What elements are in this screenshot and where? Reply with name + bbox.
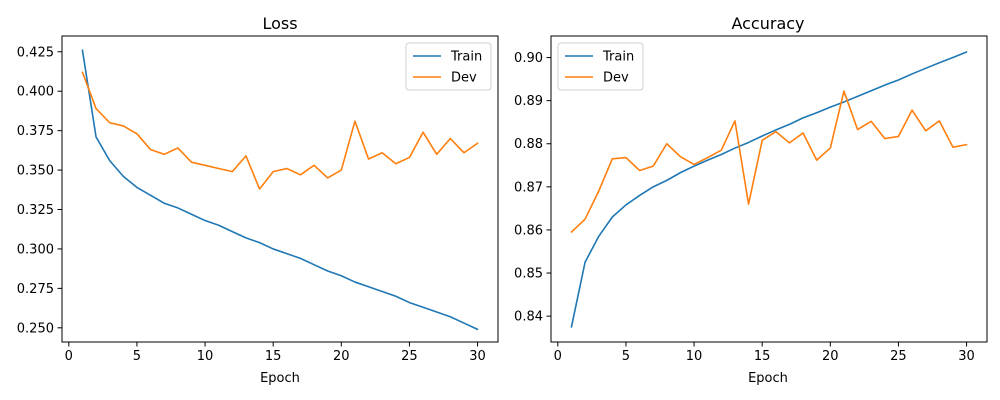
accuracy-chart: Accuracy 0 5 10 15 20 25 30 0.840.850.860.870.… bbox=[514, 14, 988, 386]
accuracy-y-tick: 0.84 bbox=[514, 310, 551, 325]
loss-x-tick-label: 5 bbox=[133, 349, 141, 364]
loss-x-tick-label: 10 bbox=[197, 349, 214, 364]
accuracy-x-tick-label: 0 bbox=[554, 349, 562, 364]
accuracy-y-tick-label: 0.84 bbox=[514, 310, 543, 325]
loss-x-tick-label: 20 bbox=[333, 349, 350, 364]
accuracy-y-ticks: 0.84 0.85 0.86 0.87 0.88 0.89 0.90 bbox=[514, 51, 551, 325]
loss-chart-title: Loss bbox=[262, 14, 297, 33]
loss-series bbox=[81, 49, 479, 331]
accuracy-y-tick: 0.88 bbox=[514, 137, 551, 152]
accuracy-x-tick: 25 bbox=[890, 342, 907, 364]
loss-legend-box bbox=[405, 42, 492, 91]
accuracy-x-tick: 5 bbox=[622, 342, 630, 364]
accuracy-x-tick-label: 25 bbox=[890, 349, 907, 364]
loss-y-ticks: 0.250 0.275 0.300 0.325 0.350 0.375 0.400 0.425 bbox=[17, 45, 62, 336]
accuracy-legend: Train Dev bbox=[557, 42, 644, 91]
accuracy-x-tick: 15 bbox=[754, 342, 771, 364]
loss-x-tick: 20 bbox=[333, 342, 350, 364]
loss-legend-label-train: Train bbox=[450, 50, 482, 65]
loss-series-train-line bbox=[81, 49, 479, 331]
accuracy-legend-label-train: Train bbox=[602, 50, 634, 65]
accuracy-y-tick: 0.86 bbox=[514, 223, 551, 238]
loss-x-tick-label: 25 bbox=[401, 349, 418, 364]
accuracy-x-tick: 20 bbox=[822, 342, 839, 364]
loss-y-tick: 0.275 bbox=[17, 282, 62, 297]
loss-x-tick: 15 bbox=[265, 342, 282, 364]
loss-y-tick-label: 0.375 bbox=[17, 124, 54, 139]
accuracy-y-tick: 0.85 bbox=[514, 267, 551, 282]
loss-x-tick: 25 bbox=[401, 342, 418, 364]
accuracy-y-tick-label: 0.87 bbox=[514, 180, 543, 195]
loss-y-tick-label: 0.250 bbox=[17, 321, 54, 336]
accuracy-y-tick-label: 0.86 bbox=[514, 223, 543, 238]
loss-x-tick-label: 30 bbox=[469, 349, 486, 364]
accuracy-y-tick-label: 0.85 bbox=[514, 267, 543, 282]
accuracy-y-tick-label: 0.90 bbox=[514, 51, 543, 66]
loss-x-tick-label: 15 bbox=[265, 349, 282, 364]
loss-y-tick: 0.400 bbox=[17, 85, 62, 100]
loss-x-ticks: 0 5 10 15 20 25 30 bbox=[65, 342, 486, 364]
accuracy-series-dev-line bbox=[570, 90, 968, 233]
loss-y-tick-label: 0.400 bbox=[17, 85, 54, 100]
accuracy-chart-title: Accuracy bbox=[731, 14, 804, 33]
accuracy-y-tick: 0.90 bbox=[514, 51, 551, 66]
accuracy-y-tick: 0.87 bbox=[514, 180, 551, 195]
accuracy-x-ticks: 0 5 10 15 20 25 30 bbox=[554, 342, 975, 364]
loss-y-tick: 0.325 bbox=[17, 203, 62, 218]
accuracy-axes-frame bbox=[550, 35, 988, 343]
loss-y-tick-label: 0.300 bbox=[17, 242, 54, 257]
accuracy-series bbox=[570, 51, 968, 328]
accuracy-x-tick-label: 15 bbox=[754, 349, 771, 364]
accuracy-x-tick-label: 5 bbox=[622, 349, 630, 364]
accuracy-legend-box bbox=[557, 42, 644, 91]
loss-y-tick-label: 0.350 bbox=[17, 164, 54, 179]
loss-legend-label-dev: Dev bbox=[451, 71, 477, 86]
loss-axes-frame bbox=[61, 35, 499, 343]
loss-y-tick: 0.250 bbox=[17, 321, 62, 336]
accuracy-y-tick-label: 0.88 bbox=[514, 137, 543, 152]
accuracy-y-tick-label: 0.89 bbox=[514, 94, 543, 109]
accuracy-x-tick: 30 bbox=[958, 342, 975, 364]
accuracy-legend-label-dev: Dev bbox=[603, 71, 629, 86]
loss-series-dev-line bbox=[81, 71, 479, 190]
loss-legend: Train Dev bbox=[405, 42, 492, 91]
accuracy-x-tick-label: 10 bbox=[686, 349, 703, 364]
loss-y-tick: 0.425 bbox=[17, 45, 62, 60]
accuracy-x-tick-label: 30 bbox=[958, 349, 975, 364]
loss-x-tick-label: 0 bbox=[65, 349, 73, 364]
loss-y-tick-label: 0.275 bbox=[17, 282, 54, 297]
accuracy-x-tick-label: 20 bbox=[822, 349, 839, 364]
accuracy-x-tick: 10 bbox=[686, 342, 703, 364]
accuracy-series-train-line bbox=[570, 51, 968, 328]
accuracy-x-axis-label: Epoch bbox=[748, 371, 788, 386]
loss-y-tick: 0.375 bbox=[17, 124, 62, 139]
loss-x-tick: 10 bbox=[197, 342, 214, 364]
loss-x-axis-label: Epoch bbox=[260, 371, 300, 386]
loss-x-tick: 0 bbox=[65, 342, 73, 364]
loss-chart: Loss 0 5 10 15 20 25 30 0.2500.2750.3000.3250.… bbox=[17, 14, 499, 386]
loss-y-tick: 0.300 bbox=[17, 242, 62, 257]
loss-y-tick-label: 0.425 bbox=[17, 45, 54, 60]
accuracy-y-tick: 0.89 bbox=[514, 94, 551, 109]
loss-y-tick: 0.350 bbox=[17, 164, 62, 179]
accuracy-x-tick: 0 bbox=[554, 342, 562, 364]
loss-x-tick: 30 bbox=[469, 342, 486, 364]
loss-y-tick-label: 0.325 bbox=[17, 203, 54, 218]
loss-x-tick: 5 bbox=[133, 342, 141, 364]
